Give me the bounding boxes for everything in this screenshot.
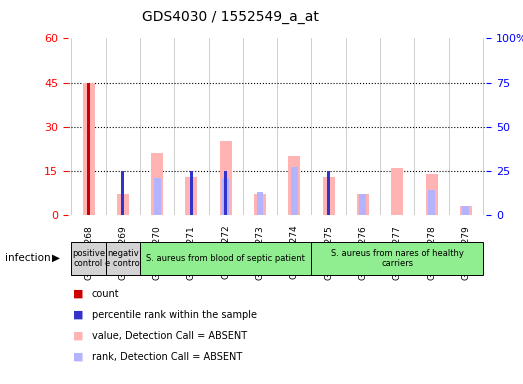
Text: GDS4030 / 1552549_a_at: GDS4030 / 1552549_a_at — [142, 10, 319, 23]
Text: S. aureus from nares of healthy
carriers: S. aureus from nares of healthy carriers — [331, 248, 464, 268]
Text: value, Detection Call = ABSENT: value, Detection Call = ABSENT — [92, 331, 247, 341]
Bar — [359, 194, 366, 215]
Text: ■: ■ — [73, 289, 84, 299]
Bar — [428, 190, 435, 215]
Bar — [151, 153, 163, 215]
Bar — [106, 242, 140, 275]
Bar — [254, 194, 266, 215]
Bar — [220, 141, 232, 215]
Bar — [117, 194, 129, 215]
Bar — [288, 156, 300, 215]
Text: ■: ■ — [73, 352, 84, 362]
Bar — [140, 242, 312, 275]
Bar — [323, 177, 335, 215]
Bar — [186, 177, 198, 215]
Text: ■: ■ — [73, 331, 84, 341]
Bar — [312, 242, 483, 275]
Bar — [83, 83, 95, 215]
Bar — [257, 192, 264, 215]
Text: positive
control: positive control — [72, 248, 105, 268]
Bar — [87, 83, 90, 215]
Bar — [222, 178, 229, 215]
Bar — [224, 171, 227, 215]
Bar — [190, 171, 193, 215]
Bar — [291, 167, 298, 215]
Bar — [327, 171, 330, 215]
Text: percentile rank within the sample: percentile rank within the sample — [92, 310, 256, 320]
Bar — [154, 178, 161, 215]
Bar — [391, 168, 403, 215]
Text: rank, Detection Call = ABSENT: rank, Detection Call = ABSENT — [92, 352, 242, 362]
Text: count: count — [92, 289, 119, 299]
Text: ▶: ▶ — [52, 253, 60, 263]
Text: ■: ■ — [73, 310, 84, 320]
Bar — [426, 174, 438, 215]
Bar — [121, 171, 124, 215]
Bar — [462, 206, 469, 215]
Bar — [357, 194, 369, 215]
Bar — [72, 242, 106, 275]
Text: S. aureus from blood of septic patient: S. aureus from blood of septic patient — [146, 254, 305, 263]
Text: negativ
e contro: negativ e contro — [106, 248, 140, 268]
Text: infection: infection — [5, 253, 51, 263]
Bar — [460, 206, 472, 215]
